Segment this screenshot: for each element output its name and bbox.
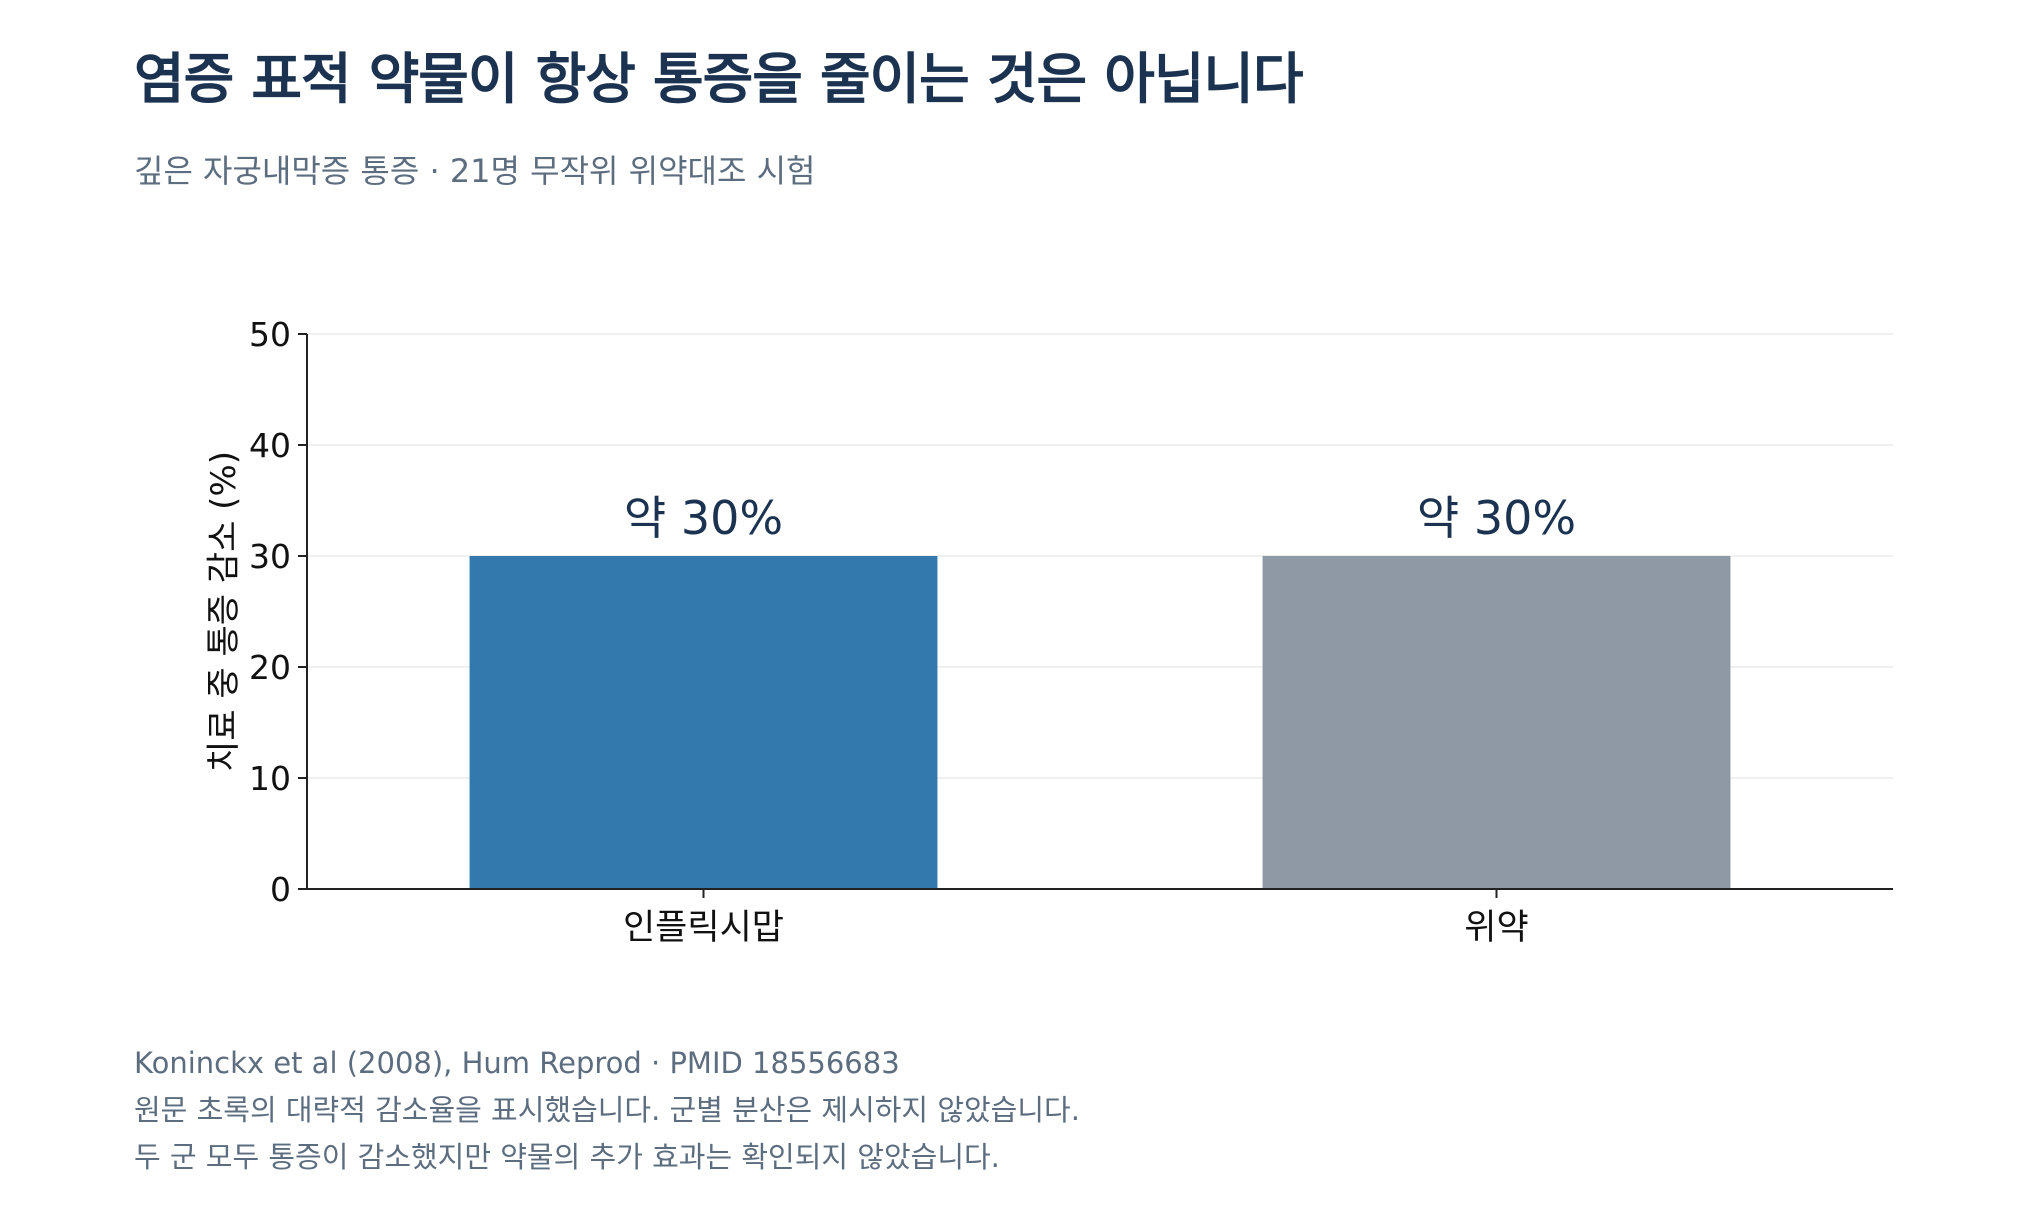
bar (1262, 556, 1731, 889)
footnotes: Koninckx et al (2008), Hum Reprod · PMID… (134, 1040, 1080, 1181)
axes (298, 333, 1893, 898)
y-tick-label: 30 (249, 537, 291, 576)
x-tick-label: 위약 (1464, 908, 1528, 948)
y-axis-label: 치료 중 통증 감소 (%) (204, 451, 244, 772)
bar-value-label: 약 30% (1417, 491, 1576, 545)
y-tick-label: 20 (249, 648, 291, 687)
y-tick-label: 10 (249, 759, 291, 798)
bar (469, 556, 938, 889)
chart-title: 염증 표적 약물이 항상 통증을 줄이는 것은 아닙니다 (134, 47, 1304, 111)
footnote-line: 원문 초록의 대략적 감소율을 표시했습니다. 군별 분산은 제시하지 않았습니… (134, 1093, 1080, 1127)
y-tick-label: 40 (249, 426, 291, 465)
y-tick-label: 0 (270, 870, 291, 909)
y-tick-label: 50 (249, 315, 291, 354)
x-tick-label: 인플릭시맙 (623, 908, 784, 948)
footnote-line: 두 군 모두 통증이 감소했지만 약물의 추가 효과는 확인되지 않았습니다. (134, 1140, 1000, 1174)
bars (469, 556, 1731, 889)
chart-subtitle: 깊은 자궁내막증 통증 · 21명 무작위 위약대조 시험 (134, 152, 816, 190)
labels: 0 10 20 30 40 50 약 30% 인플릭시맙 약 30% 위약 치료 중 통증 감소 (… (204, 315, 1576, 948)
source-citation: Koninckx et al (2008), Hum Reprod · PMID… (134, 1046, 900, 1080)
bar-value-label: 약 30% (624, 491, 783, 545)
